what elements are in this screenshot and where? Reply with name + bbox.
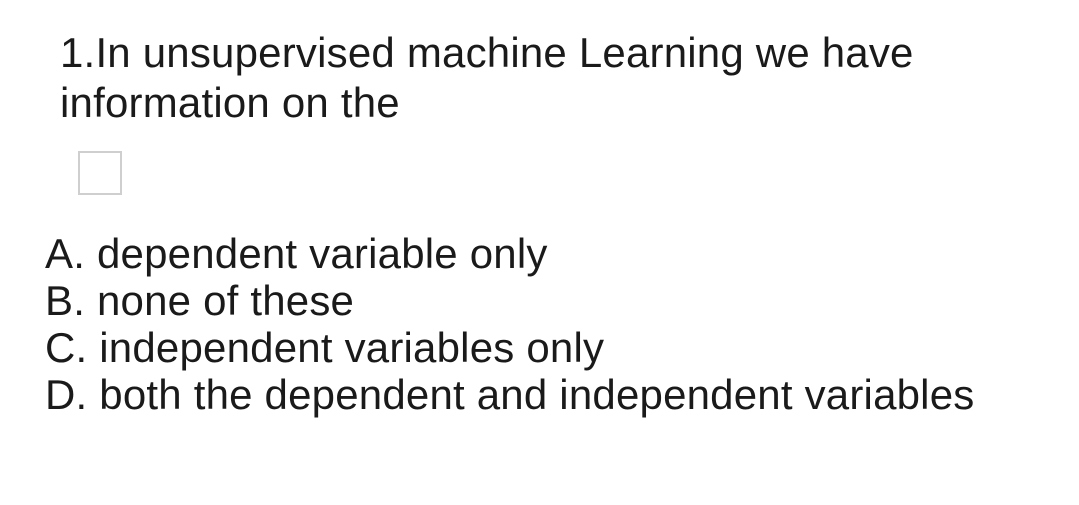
option-letter: C. bbox=[45, 324, 87, 371]
option-text: both the dependent and independent varia… bbox=[99, 371, 974, 418]
option-letter: B. bbox=[45, 277, 85, 324]
option-text: none of these bbox=[97, 277, 354, 324]
question-number: 1. bbox=[60, 29, 95, 76]
options-list: A. dependent variable only B. none of th… bbox=[45, 230, 1039, 418]
checkbox-row bbox=[78, 151, 1039, 200]
option-text: dependent variable only bbox=[97, 230, 548, 277]
option-a[interactable]: A. dependent variable only bbox=[45, 230, 1039, 277]
option-letter: D. bbox=[45, 371, 87, 418]
option-c[interactable]: C. independent variables only bbox=[45, 324, 1039, 371]
question-text: 1.In unsupervised machine Learning we ha… bbox=[60, 28, 1039, 127]
option-b[interactable]: B. none of these bbox=[45, 277, 1039, 324]
question-block: 1.In unsupervised machine Learning we ha… bbox=[0, 0, 1079, 438]
option-text: independent variables only bbox=[99, 324, 604, 371]
option-d[interactable]: D. both the dependent and independent va… bbox=[45, 371, 1039, 418]
option-letter: A. bbox=[45, 230, 85, 277]
question-body: In unsupervised machine Learning we have… bbox=[60, 29, 914, 126]
answer-checkbox[interactable] bbox=[78, 151, 122, 195]
